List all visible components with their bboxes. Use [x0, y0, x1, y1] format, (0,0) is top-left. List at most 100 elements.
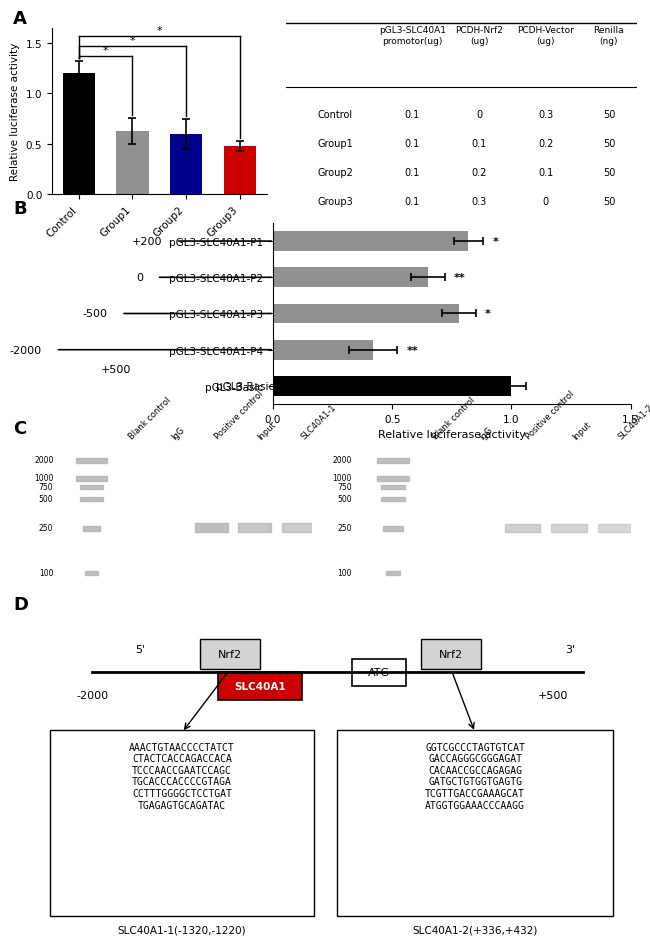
Text: SLC40A1-1: SLC40A1-1	[299, 403, 338, 441]
Text: 1000: 1000	[34, 473, 53, 483]
Text: Group1: Group1	[317, 138, 353, 149]
Text: SLC40A1-2: SLC40A1-2	[617, 403, 650, 441]
Text: D: D	[13, 595, 28, 613]
Bar	[170, 134, 202, 195]
FancyBboxPatch shape	[337, 730, 612, 916]
Text: 3': 3'	[566, 645, 576, 655]
Bar	[381, 486, 406, 490]
Text: 0.1: 0.1	[405, 196, 420, 207]
Text: Nrf2: Nrf2	[218, 650, 242, 660]
Bar	[239, 524, 272, 533]
Text: -2000: -2000	[76, 691, 109, 701]
Text: IgG: IgG	[478, 425, 494, 441]
Text: AAACTGTAACCCCTATCT
CTACTCACCAGACCACA
TCCCAACCGAATCCAGC
TGCACCCACCCCGTAGA
CCTTTGG: AAACTGTAACCCCTATCT CTACTCACCAGACCACA TCC…	[129, 742, 235, 810]
Bar	[83, 526, 100, 531]
Text: **: **	[454, 273, 466, 283]
Text: A: A	[13, 10, 27, 28]
Text: 0.2: 0.2	[538, 138, 553, 149]
Text: 2000: 2000	[333, 456, 352, 465]
Text: Input: Input	[256, 420, 278, 441]
FancyBboxPatch shape	[200, 640, 260, 670]
Text: 0.1: 0.1	[538, 168, 553, 177]
Text: 100: 100	[39, 568, 53, 577]
Bar	[116, 131, 148, 195]
Text: *: *	[103, 46, 109, 56]
Text: 500: 500	[39, 494, 53, 504]
Text: *: *	[492, 237, 498, 247]
Text: 750: 750	[337, 483, 352, 491]
Text: 50: 50	[603, 168, 615, 177]
Bar	[381, 497, 406, 502]
Text: pGL3-SLC40A1
promotor(ug): pGL3-SLC40A1 promotor(ug)	[379, 27, 446, 46]
Text: 0.1: 0.1	[405, 168, 420, 177]
Text: *: *	[157, 26, 162, 35]
X-axis label: Relative luciferase activity: Relative luciferase activity	[378, 430, 526, 440]
Text: Nrf2: Nrf2	[439, 650, 463, 660]
Text: Renilla
(ng): Renilla (ng)	[593, 27, 624, 46]
Text: +200: +200	[131, 237, 162, 247]
Bar	[376, 477, 410, 481]
Bar	[80, 486, 103, 490]
Bar	[76, 477, 107, 481]
Bar	[505, 525, 540, 532]
Text: -2000: -2000	[10, 346, 42, 355]
Text: Blank control: Blank control	[127, 396, 172, 441]
Text: C: C	[13, 419, 26, 437]
Text: +500: +500	[101, 365, 131, 375]
Bar	[386, 571, 400, 575]
Text: Group3: Group3	[317, 196, 353, 207]
Text: 0.1: 0.1	[405, 109, 420, 119]
Text: 0: 0	[543, 196, 549, 207]
Text: Input: Input	[571, 420, 592, 441]
Text: 1000: 1000	[333, 473, 352, 483]
Text: **: **	[406, 346, 418, 355]
Text: Group2: Group2	[317, 168, 353, 177]
Text: 50: 50	[603, 138, 615, 149]
Text: GGTCGCCCTAGTGTCAT
GACCAGGGCGGGAGAT
CACAACCGCCAGAGAG
GATGCTGTGGTGAGTG
TCGTTGACCGA: GGTCGCCCTAGTGTCAT GACCAGGGCGGGAGAT CACAA…	[425, 742, 525, 810]
Text: PCDH-Vector
(ug): PCDH-Vector (ug)	[517, 27, 574, 46]
Text: 100: 100	[337, 568, 352, 577]
Text: 0: 0	[476, 109, 482, 119]
Text: Blank control: Blank control	[431, 396, 477, 441]
Text: SLC40A1-2(+336,+432): SLC40A1-2(+336,+432)	[412, 924, 538, 935]
Bar	[196, 524, 228, 533]
Text: 0.2: 0.2	[471, 168, 487, 177]
Text: 50: 50	[603, 196, 615, 207]
Text: 5': 5'	[135, 645, 145, 655]
Text: 500: 500	[337, 494, 352, 504]
Text: -500: -500	[83, 309, 107, 319]
Text: B: B	[13, 200, 27, 218]
Bar	[598, 525, 633, 532]
Bar	[281, 524, 315, 533]
Bar	[273, 305, 459, 324]
Text: +500: +500	[538, 691, 568, 701]
Bar	[85, 571, 98, 575]
Text: PCDH-Nrf2
(ug): PCDH-Nrf2 (ug)	[455, 27, 503, 46]
Text: *: *	[485, 309, 491, 319]
Text: 250: 250	[39, 524, 53, 533]
Text: 0.3: 0.3	[471, 196, 487, 207]
Bar	[273, 232, 469, 251]
Text: *: *	[129, 36, 135, 46]
Text: Positive control: Positive control	[213, 389, 265, 441]
Bar	[551, 525, 587, 532]
Bar	[376, 459, 410, 464]
Text: 50: 50	[603, 109, 615, 119]
Text: 0: 0	[136, 273, 143, 283]
Bar	[76, 459, 107, 464]
Text: 0.1: 0.1	[405, 138, 420, 149]
Text: SLC40A1: SLC40A1	[234, 682, 285, 691]
Text: 0.3: 0.3	[538, 109, 553, 119]
Text: pGL3-Basic: pGL3-Basic	[216, 382, 274, 391]
Bar	[273, 268, 428, 288]
Bar	[384, 526, 402, 531]
Bar	[80, 497, 103, 502]
Text: Control: Control	[318, 109, 353, 119]
Text: 2000: 2000	[34, 456, 53, 465]
Text: SLC40A1-1(-1320,-1220): SLC40A1-1(-1320,-1220)	[118, 924, 246, 935]
Text: 250: 250	[337, 524, 352, 533]
FancyBboxPatch shape	[218, 673, 302, 700]
Text: 0.1: 0.1	[471, 138, 487, 149]
FancyBboxPatch shape	[421, 640, 481, 670]
Bar	[273, 377, 512, 396]
